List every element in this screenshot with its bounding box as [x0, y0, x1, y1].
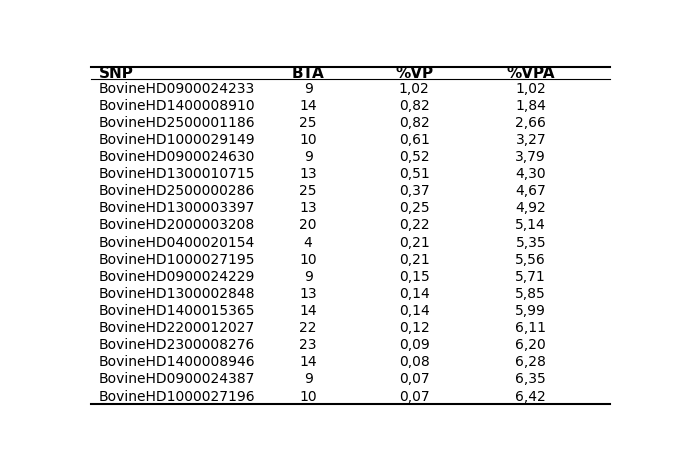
Text: 6,35: 6,35 [516, 372, 546, 386]
Text: 5,99: 5,99 [515, 303, 547, 317]
Text: SNP: SNP [98, 66, 133, 81]
Text: 1,02: 1,02 [399, 81, 430, 95]
Text: 0,52: 0,52 [399, 150, 430, 164]
Text: 14: 14 [300, 98, 317, 112]
Text: 0,15: 0,15 [399, 269, 430, 283]
Text: 5,56: 5,56 [516, 252, 546, 266]
Text: BovineHD0900024387: BovineHD0900024387 [98, 372, 255, 386]
Text: 0,25: 0,25 [399, 201, 430, 215]
Text: 0,12: 0,12 [399, 320, 430, 335]
Text: 5,14: 5,14 [516, 218, 546, 232]
Text: 6,28: 6,28 [515, 355, 547, 369]
Text: BovineHD2200012027: BovineHD2200012027 [98, 320, 255, 335]
Text: 0,08: 0,08 [399, 355, 430, 369]
Text: BovineHD1000027195: BovineHD1000027195 [98, 252, 255, 266]
Text: BovineHD0900024630: BovineHD0900024630 [98, 150, 255, 164]
Text: BovineHD0400020154: BovineHD0400020154 [98, 235, 255, 249]
Text: BovineHD2000003208: BovineHD2000003208 [98, 218, 255, 232]
Text: 13: 13 [300, 286, 317, 300]
Text: 20: 20 [300, 218, 317, 232]
Text: 0,07: 0,07 [399, 389, 430, 403]
Text: 13: 13 [300, 201, 317, 215]
Text: 25: 25 [300, 184, 317, 198]
Text: 9: 9 [304, 150, 313, 164]
Text: 13: 13 [300, 167, 317, 181]
Text: 4,92: 4,92 [516, 201, 546, 215]
Text: 14: 14 [300, 303, 317, 317]
Text: %VPA: %VPA [507, 66, 555, 81]
Text: 5,71: 5,71 [516, 269, 546, 283]
Text: BovineHD1300003397: BovineHD1300003397 [98, 201, 255, 215]
Text: 0,61: 0,61 [399, 133, 430, 146]
Text: BovineHD1000029149: BovineHD1000029149 [98, 133, 255, 146]
Text: 25: 25 [300, 116, 317, 129]
Text: 0,51: 0,51 [399, 167, 430, 181]
Text: 0,82: 0,82 [399, 116, 430, 129]
Text: 9: 9 [304, 372, 313, 386]
Text: 2,66: 2,66 [515, 116, 547, 129]
Text: BovineHD2500000286: BovineHD2500000286 [98, 184, 255, 198]
Text: 9: 9 [304, 269, 313, 283]
Text: 0,82: 0,82 [399, 98, 430, 112]
Text: 10: 10 [300, 133, 317, 146]
Text: 10: 10 [300, 389, 317, 403]
Text: 3,27: 3,27 [516, 133, 546, 146]
Text: BovineHD1400008910: BovineHD1400008910 [98, 98, 255, 112]
Text: 23: 23 [300, 337, 317, 352]
Text: 14: 14 [300, 355, 317, 369]
Text: 4,30: 4,30 [516, 167, 546, 181]
Text: 0,21: 0,21 [399, 235, 430, 249]
Text: BovineHD2500001186: BovineHD2500001186 [98, 116, 255, 129]
Text: 4: 4 [304, 235, 313, 249]
Text: 0,07: 0,07 [399, 372, 430, 386]
Text: 22: 22 [300, 320, 317, 335]
Text: BovineHD1400015365: BovineHD1400015365 [98, 303, 255, 317]
Text: 0,14: 0,14 [399, 303, 430, 317]
Text: 5,85: 5,85 [516, 286, 546, 300]
Text: 6,11: 6,11 [515, 320, 547, 335]
Text: BovineHD1000027196: BovineHD1000027196 [98, 389, 255, 403]
Text: 0,09: 0,09 [399, 337, 430, 352]
Text: 5,35: 5,35 [516, 235, 546, 249]
Text: 9: 9 [304, 81, 313, 95]
Text: %VP: %VP [395, 66, 433, 81]
Text: 1,84: 1,84 [515, 98, 547, 112]
Text: 10: 10 [300, 252, 317, 266]
Text: BovineHD0900024233: BovineHD0900024233 [98, 81, 255, 95]
Text: 6,42: 6,42 [516, 389, 546, 403]
Text: 3,79: 3,79 [516, 150, 546, 164]
Text: BovineHD2300008276: BovineHD2300008276 [98, 337, 255, 352]
Text: 4,67: 4,67 [516, 184, 546, 198]
Text: 0,37: 0,37 [399, 184, 430, 198]
Text: 0,14: 0,14 [399, 286, 430, 300]
Text: BovineHD1300010715: BovineHD1300010715 [98, 167, 255, 181]
Text: 0,22: 0,22 [399, 218, 430, 232]
Text: 0,21: 0,21 [399, 252, 430, 266]
Text: BovineHD1400008946: BovineHD1400008946 [98, 355, 255, 369]
Text: 1,02: 1,02 [516, 81, 546, 95]
Text: BovineHD0900024229: BovineHD0900024229 [98, 269, 255, 283]
Text: 6,20: 6,20 [516, 337, 546, 352]
Text: BTA: BTA [292, 66, 324, 81]
Text: BovineHD1300002848: BovineHD1300002848 [98, 286, 255, 300]
